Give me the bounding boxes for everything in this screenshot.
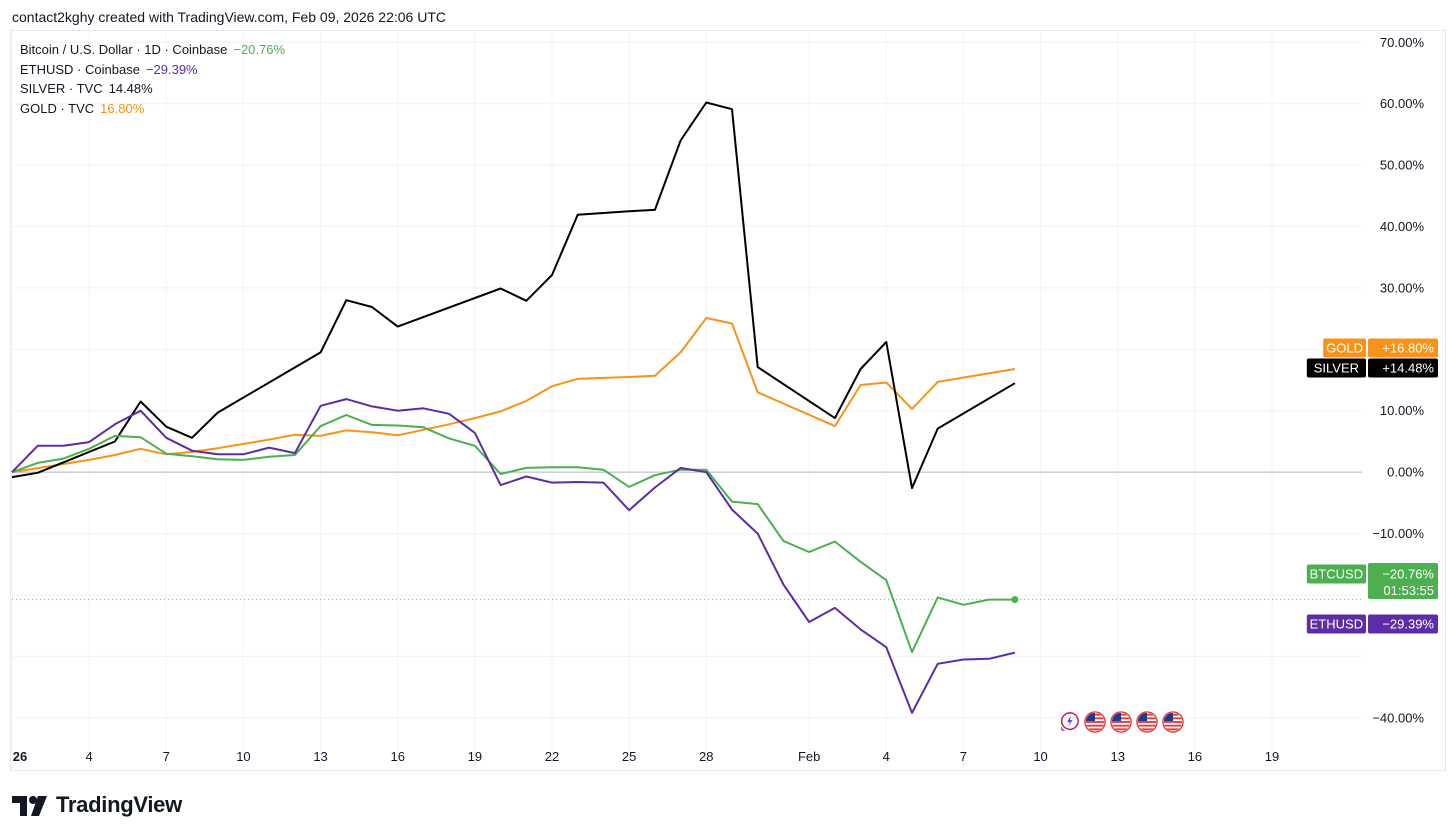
series-line-silver (11, 101, 1016, 490)
price-tag-value-box (1368, 358, 1438, 378)
price-tag-label: BTCUSD (1310, 567, 1363, 582)
legend-change: −20.76% (233, 42, 286, 57)
legend-name: SILVER · TVC (20, 81, 103, 96)
price-tag-gold[interactable]: GOLD +16.80% (1323, 338, 1438, 358)
us-flag-icon[interactable] (1136, 711, 1158, 733)
legend-row-gold[interactable]: GOLD · TVC 16.80% (20, 99, 285, 119)
x-tick-label: 19 (1265, 749, 1279, 764)
series-line-bitcoin (11, 414, 1015, 654)
x-tick-label: 10 (236, 749, 250, 764)
price-tag-value: −20.76% (1382, 567, 1434, 582)
chart-panel (10, 30, 1446, 771)
price-tag-value-box (1368, 563, 1438, 599)
x-tick-label: Feb (798, 749, 820, 764)
y-tick-label: 30.00% (1380, 280, 1425, 295)
legend-change: 16.80% (100, 100, 145, 116)
price-tag-label-box (1306, 564, 1366, 584)
legend-row-silver[interactable]: SILVER · TVC 14.48% (20, 79, 285, 99)
legend-change: −29.39% (145, 61, 198, 77)
x-tick-label: 10 (1033, 749, 1047, 764)
economic-events (1058, 711, 1184, 733)
series-line-gold (11, 317, 1016, 474)
y-tick-label: 70.00% (1380, 35, 1425, 50)
btc-last-point (1011, 596, 1019, 604)
legend-name: GOLD · TVC (20, 100, 95, 116)
price-tag-label-box (1323, 338, 1366, 358)
x-tick-label: 25 (622, 749, 636, 764)
price-tag-label: ETHUSD (1310, 617, 1363, 632)
price-tag-label-box (1306, 358, 1366, 378)
price-tag-value-box (1368, 338, 1438, 358)
price-tag-countdown: 01:53:55 (1383, 583, 1434, 598)
y-axis: 70.00%60.00%50.00%40.00%30.00%20.00%10.0… (1372, 35, 1424, 726)
price-tag-label: SILVER (1314, 361, 1359, 376)
legend-row-btc[interactable]: Bitcoin / U.S. Dollar · 1D · Coinbase −20… (20, 40, 285, 60)
series-lines (11, 101, 1019, 714)
price-tag-value: +16.80% (1382, 341, 1434, 356)
x-tick-label: 13 (313, 749, 327, 764)
x-tick-label: 28 (699, 749, 713, 764)
y-tick-label: 60.00% (1380, 96, 1425, 111)
lightning-event-icon[interactable] (1058, 711, 1080, 733)
price-tag-label-box (1306, 614, 1366, 634)
tradingview-brand[interactable]: TradingView (12, 792, 182, 818)
x-tick-label: 13 (1110, 749, 1124, 764)
x-axis: 26 4 7 10 13 16 19 22 25 28 Feb 4 7 10 13 16 19 (13, 749, 1279, 764)
us-flag-icon[interactable] (1110, 711, 1132, 733)
legend-name: ETHUSD · Coinbase (20, 61, 140, 77)
brand-name: TradingView (56, 792, 182, 817)
y-tick-label: −40.00% (1372, 710, 1424, 725)
x-tick-label: 16 (390, 749, 404, 764)
legend-change: 14.48% (108, 81, 153, 96)
chart-attribution: contact2kghy created with TradingView.co… (12, 9, 446, 25)
price-tag-value: +14.48% (1382, 361, 1434, 376)
x-tick-label: 7 (960, 749, 967, 764)
us-flag-icon[interactable] (1084, 711, 1106, 733)
price-tag-ethusd[interactable]: ETHUSD −29.39% (1306, 614, 1438, 634)
us-flag-icon[interactable] (1162, 711, 1184, 733)
y-tick-label: 40.00% (1380, 219, 1425, 234)
tradingview-logo-icon (12, 796, 47, 816)
y-tick-label: −10.00% (1372, 526, 1424, 541)
x-tick-label: 7 (163, 749, 170, 764)
price-tags: GOLD +16.80% SILVER +14.48% BTCUSD −20.76%01:… (1306, 338, 1438, 634)
legend-name: Bitcoin / U.S. Dollar · 1D · Coinbase (20, 42, 228, 57)
x-tick-label: 4 (86, 749, 93, 764)
x-tick-label: 16 (1188, 749, 1202, 764)
legend-row-eth[interactable]: ETHUSD · Coinbase −29.39% (20, 60, 285, 80)
series-line-ethusd (11, 398, 1016, 714)
series-legend: Bitcoin / U.S. Dollar · 1D · Coinbase −20… (20, 40, 285, 118)
x-tick-label: 26 (13, 749, 27, 764)
price-tag-label: GOLD (1326, 341, 1363, 356)
x-tick-label: 22 (545, 749, 559, 764)
price-tag-value: −29.39% (1382, 617, 1434, 632)
x-tick-label: 19 (468, 749, 482, 764)
price-tag-btcusd[interactable]: BTCUSD −20.76%01:53:55 (1306, 563, 1438, 599)
grid-lines (11, 30, 1362, 770)
y-tick-label: 10.00% (1380, 403, 1425, 418)
price-tag-silver[interactable]: SILVER +14.48% (1306, 358, 1438, 378)
y-tick-label: 50.00% (1380, 158, 1425, 173)
x-tick-label: 4 (883, 749, 890, 764)
price-tag-value-box (1368, 614, 1438, 634)
y-tick-label: 0.00% (1387, 465, 1424, 480)
